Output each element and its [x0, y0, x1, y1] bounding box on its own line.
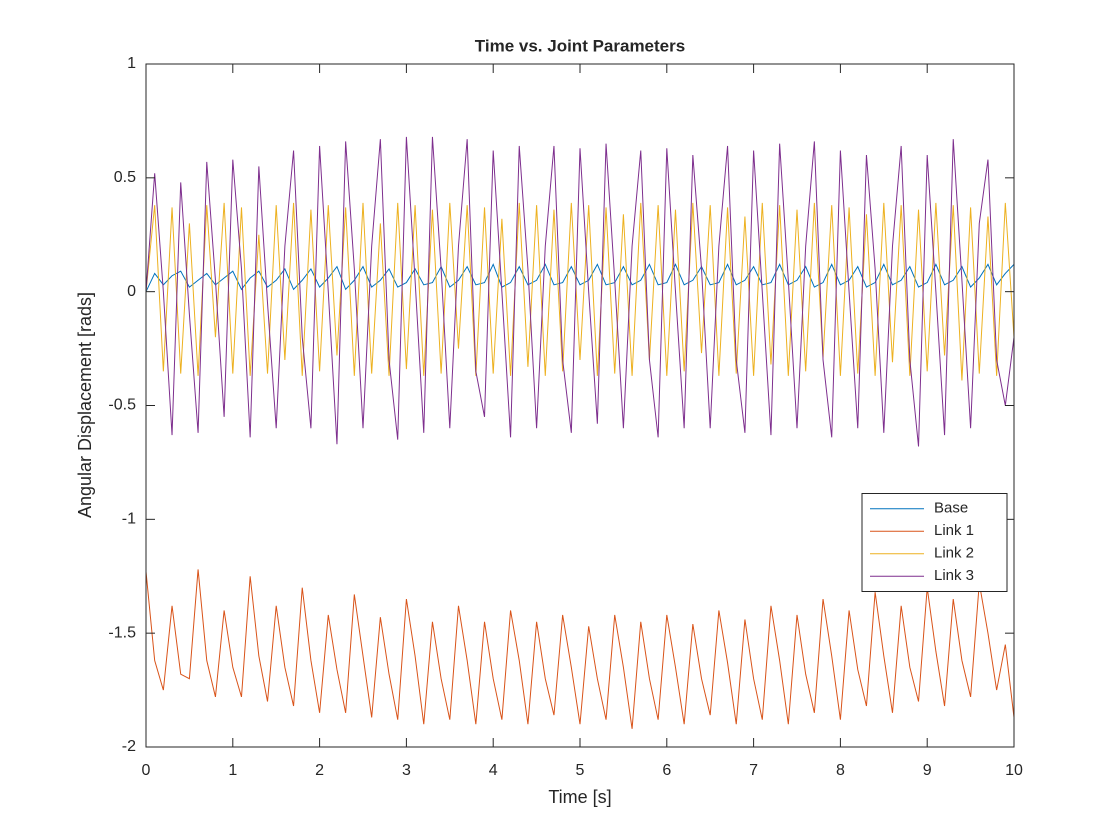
series-line	[145, 569, 1015, 729]
x-tick-label: 4	[489, 762, 498, 779]
legend: Base Link 1 Link 2 Link 3	[861, 493, 1008, 592]
y-tick-label: 0.5	[114, 169, 136, 186]
y-tick-label: -1	[122, 511, 136, 528]
chart-title: Time vs. Joint Parameters	[475, 36, 685, 55]
x-tick-label: 6	[662, 762, 671, 779]
x-tick-label: 5	[576, 762, 585, 779]
legend-label: Link 3	[934, 567, 974, 584]
series-line	[145, 202, 1015, 381]
x-tick-label: 10	[1005, 762, 1023, 779]
x-tick-label: 8	[836, 762, 845, 779]
y-tick-label: 1	[127, 55, 136, 72]
legend-label: Link 1	[934, 522, 974, 539]
x-tick-label: 2	[315, 762, 324, 779]
y-tick-label: -2	[122, 738, 136, 755]
series-line	[145, 263, 1015, 292]
y-tick-label: -1.5	[108, 624, 136, 641]
legend-label: Link 2	[934, 545, 974, 562]
x-tick-label: 1	[228, 762, 237, 779]
x-tick-label: 9	[923, 762, 932, 779]
legend-label: Base	[934, 500, 968, 517]
y-tick-label: 0	[127, 283, 136, 300]
series-line	[145, 136, 1015, 447]
y-tick-label: -0.5	[108, 397, 136, 414]
legend-box	[861, 493, 1008, 592]
axes-background	[146, 64, 1014, 747]
x-axis-label: Time [s]	[548, 787, 611, 807]
x-tick-label: 0	[142, 762, 151, 779]
x-tick-label: 7	[749, 762, 758, 779]
y-axis-label: Angular Displacement [rads]	[75, 292, 95, 518]
x-tick-label: 3	[402, 762, 411, 779]
